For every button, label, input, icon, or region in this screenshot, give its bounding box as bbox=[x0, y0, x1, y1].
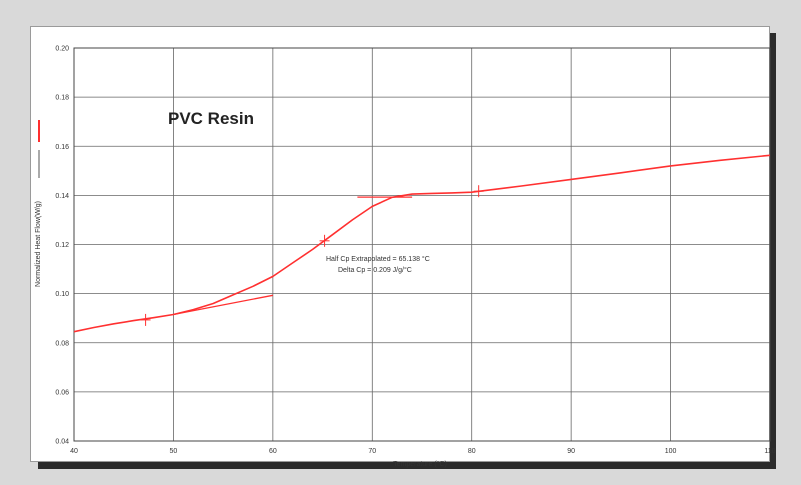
x-axis-title: Temperature (°C) bbox=[393, 460, 447, 468]
x-tick-label-7: 110 bbox=[764, 448, 775, 455]
annotation-delta-cp: Delta Cp = 0.209 J/g/°C bbox=[338, 266, 412, 274]
tangent-line-1 bbox=[173, 294, 274, 316]
plot-frame bbox=[73, 47, 771, 442]
x-tick-label-4: 80 bbox=[468, 448, 476, 455]
chart-panel bbox=[30, 26, 770, 462]
chart-title: PVC Resin bbox=[168, 109, 254, 128]
y-tick-label-6: 0.16 bbox=[55, 144, 69, 151]
y-tick-label-3: 0.10 bbox=[55, 291, 69, 298]
annotation-half-cp: Half Cp Extrapolated = 65.138 °C bbox=[326, 255, 430, 263]
grid-lines bbox=[73, 47, 771, 442]
y-tick-label-0: 0.04 bbox=[55, 439, 69, 446]
x-tick-label-1: 50 bbox=[170, 448, 178, 455]
x-tick-label-3: 70 bbox=[368, 448, 376, 455]
x-tick-label-5: 90 bbox=[567, 448, 575, 455]
y-axis-title: Normalized Heat Flow(W/g) bbox=[35, 201, 42, 287]
y-tick-label-7: 0.18 bbox=[55, 95, 69, 102]
marker-2 bbox=[473, 185, 484, 198]
y-tick-labels: 0.04 0.06 0.08 0.10 0.12 0.14 0.16 0.18 0.20 bbox=[55, 46, 69, 446]
series-group bbox=[73, 154, 771, 333]
x-tick-label-0: 40 bbox=[70, 448, 78, 455]
y-tick-label-5: 0.14 bbox=[55, 193, 69, 200]
y-tick-label-1: 0.06 bbox=[55, 389, 69, 396]
x-tick-labels: 40 50 60 70 80 90 100 110 bbox=[70, 448, 776, 455]
x-tick-label-6: 100 bbox=[665, 448, 677, 455]
heat-flow-curve bbox=[73, 154, 771, 333]
marker-0 bbox=[140, 313, 151, 326]
marker-group bbox=[140, 185, 484, 326]
y-tick-label-2: 0.08 bbox=[55, 340, 69, 347]
x-tick-label-2: 60 bbox=[269, 448, 277, 455]
y-tick-label-4: 0.12 bbox=[55, 242, 69, 249]
marker-1 bbox=[319, 234, 330, 247]
y-tick-label-8: 0.20 bbox=[55, 46, 69, 53]
